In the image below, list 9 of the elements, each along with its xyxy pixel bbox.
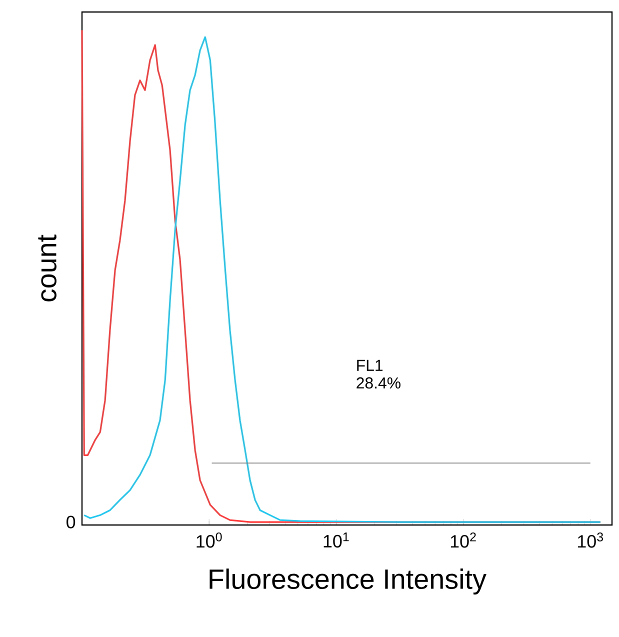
y-axis-title: count xyxy=(38,234,56,302)
x-tick-label: 10$^{1}$ xyxy=(324,532,349,548)
annotation: 28.4% xyxy=(356,377,400,389)
x-tick-label: 10$^{3}$ xyxy=(578,532,604,548)
x-tick-label: 10$^{2}$ xyxy=(450,532,476,548)
annotation: FL1 xyxy=(357,360,383,371)
x-axis-title: Fluorescence Intensity xyxy=(210,568,486,595)
x-tick-label: 10$^{0}$ xyxy=(196,532,222,548)
text: 0 xyxy=(66,516,76,528)
